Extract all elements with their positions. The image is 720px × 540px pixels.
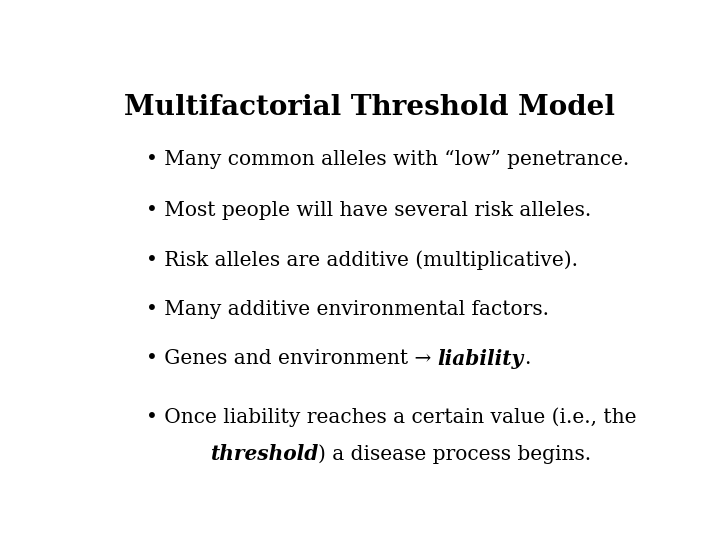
Text: • Genes and environment →: • Genes and environment → <box>145 349 438 368</box>
Text: threshold: threshold <box>210 444 318 464</box>
Text: • Many additive environmental factors.: • Many additive environmental factors. <box>145 300 549 319</box>
Text: Multifactorial Threshold Model: Multifactorial Threshold Model <box>124 94 614 121</box>
Text: liability: liability <box>438 349 523 369</box>
Text: • Risk alleles are additive (multiplicative).: • Risk alleles are additive (multiplicat… <box>145 251 577 271</box>
Text: • Most people will have several risk alleles.: • Most people will have several risk all… <box>145 201 591 220</box>
Text: • Once liability reaches a certain value (i.e., the: • Once liability reaches a certain value… <box>145 408 636 428</box>
Text: .: . <box>523 349 530 368</box>
Text: ) a disease process begins.: ) a disease process begins. <box>318 444 591 464</box>
Text: • Many common alleles with “low” penetrance.: • Many common alleles with “low” penetra… <box>145 150 629 169</box>
